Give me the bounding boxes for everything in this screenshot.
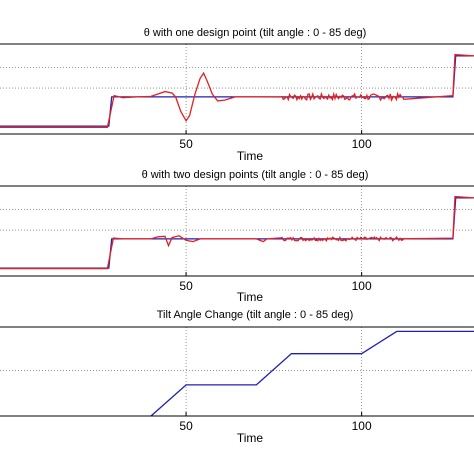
panel-3-series-0	[150, 330, 474, 417]
panel-1-series	[0, 53, 474, 129]
panel-3: Tilt Angle Change (tilt angle : 0 - 85 d…	[0, 309, 474, 445]
panel-3-xlabel: Time	[237, 431, 264, 445]
panel-2-series	[0, 195, 474, 270]
panel-2-grid	[0, 186, 474, 276]
panel-3-xtick-label-1: 100	[352, 419, 372, 433]
panel-1-xlabel: Time	[237, 149, 264, 163]
panel-2-xlabel: Time	[237, 290, 264, 304]
panel-2: θ with two design points (tilt angle : 0…	[0, 169, 474, 304]
panel-3-ticks: 50 100	[179, 412, 372, 433]
panel-2-ticks: 50 100	[179, 272, 372, 293]
panel-1-title: θ with one design point (tilt angle : 0 …	[144, 27, 367, 39]
panel-2-series-0	[0, 197, 474, 269]
panel-1-series-0	[0, 55, 474, 127]
panel-3-axes-box	[0, 326, 474, 417]
panel-2-axes-box	[0, 185, 474, 277]
panel-1-axes-box	[0, 43, 474, 135]
panel-2-xtick-label-0: 50	[179, 279, 193, 293]
panel-1-xtick-label-0: 50	[179, 137, 193, 151]
panel-2-xtick-label-1: 100	[352, 279, 372, 293]
panel-3-grid	[0, 327, 474, 416]
panel-1-ticks: 50 100	[179, 130, 372, 151]
panel-1-series-1	[0, 53, 474, 129]
panel-2-title: θ with two design points (tilt angle : 0…	[142, 169, 369, 181]
panel-3-series	[150, 330, 474, 417]
panel-1: θ with one design point (tilt angle : 0 …	[0, 27, 474, 163]
panel-1-xtick-label-1: 100	[352, 137, 372, 151]
panel-1-grid	[0, 44, 474, 134]
panel-3-xtick-label-0: 50	[179, 419, 193, 433]
panel-2-series-1	[0, 195, 474, 270]
panel-3-title: Tilt Angle Change (tilt angle : 0 - 85 d…	[157, 309, 354, 321]
